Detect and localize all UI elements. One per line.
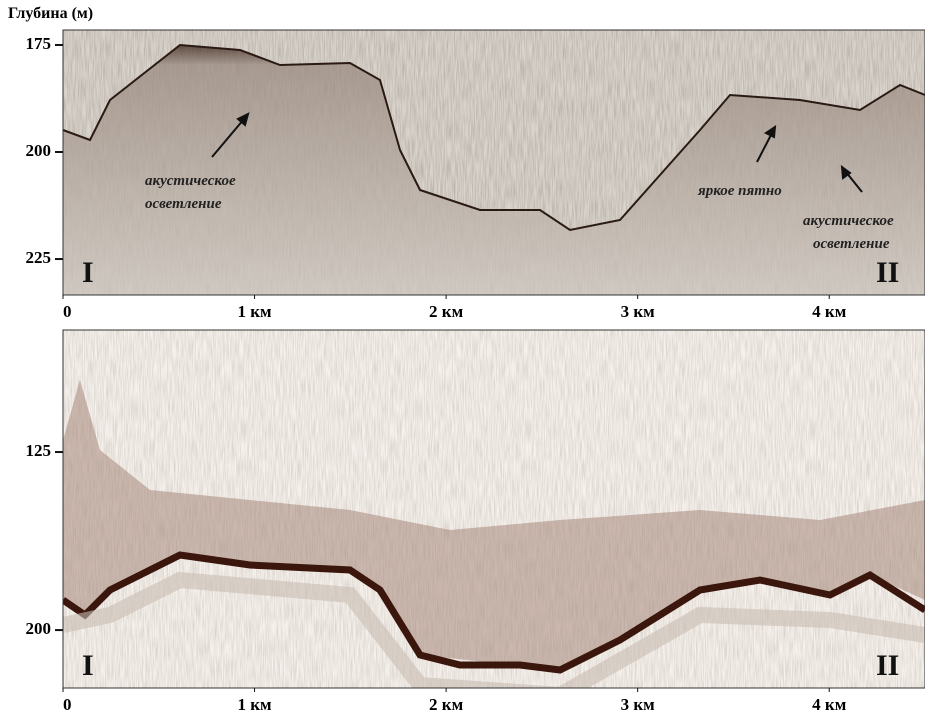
y-tick-label: 200 xyxy=(26,619,52,638)
profile-end: II xyxy=(876,256,899,289)
bottom-echogram xyxy=(63,330,925,688)
y-axis-label: Глубина (м) xyxy=(8,5,93,22)
x-tick-label: 2 км xyxy=(429,302,464,321)
profile-start: I xyxy=(82,256,94,289)
top-frame xyxy=(62,29,925,296)
annotation: акустическое xyxy=(803,213,894,229)
x-tick-label: 0 xyxy=(63,695,72,714)
x-tick-label: 2 км xyxy=(429,695,464,714)
top-echogram xyxy=(63,30,925,295)
x-tick-label: 0 xyxy=(63,302,72,321)
y-tick-label: 200 xyxy=(26,141,52,160)
annotation: акустическое xyxy=(145,173,236,189)
y-tick-label: 125 xyxy=(26,441,52,460)
x-tick-label: 4 км xyxy=(812,695,847,714)
annotation: осветление xyxy=(813,236,890,252)
bottom-frame xyxy=(62,329,925,689)
x-tick-label: 3 км xyxy=(621,695,656,714)
y-tick-label: 225 xyxy=(26,248,52,267)
x-tick-label: 4 км xyxy=(812,302,847,321)
annotation: осветление xyxy=(145,196,222,212)
x-tick-label: 3 км xyxy=(621,302,656,321)
y-tick-label: 175 xyxy=(26,34,52,53)
x-tick-label: 1 км xyxy=(237,695,272,714)
x-tick-label: 1 км xyxy=(237,302,272,321)
profile-end: II xyxy=(876,649,899,682)
profile-start: I xyxy=(82,649,94,682)
arrows xyxy=(211,112,863,193)
annotation: яркое пятно xyxy=(697,183,782,199)
